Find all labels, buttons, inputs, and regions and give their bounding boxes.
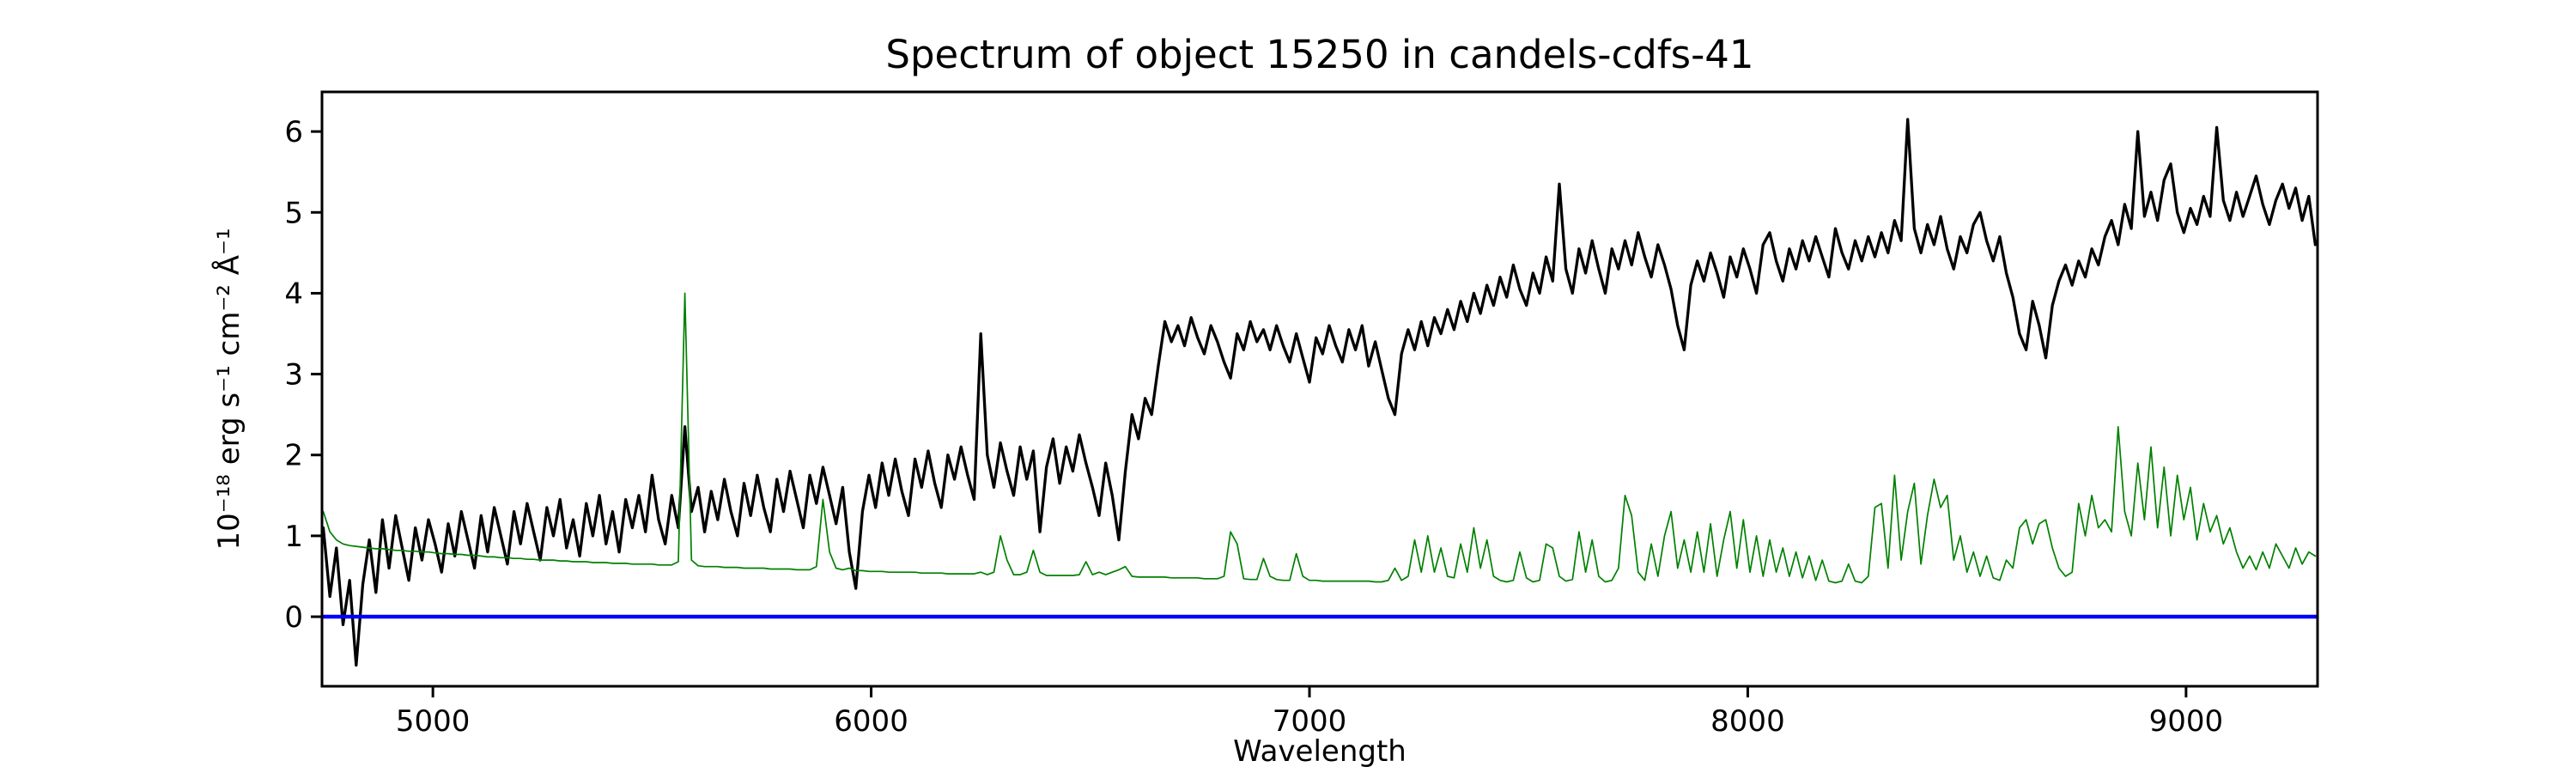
axes-frame [320, 90, 2319, 688]
error-spectrum [322, 292, 2317, 584]
y-tick-label: 4 [284, 277, 303, 311]
y-tick-label: 0 [284, 600, 303, 635]
x-tick-label: 9000 [2149, 704, 2224, 739]
x-tick-label: 7000 [1273, 704, 1347, 739]
y-tick-label: 1 [284, 520, 303, 554]
y-tick-label: 3 [284, 358, 303, 393]
y-tick-label: 5 [284, 196, 303, 230]
x-tick-label: 6000 [834, 704, 908, 739]
axes-layer: 5000 6000 7000 8000 9000 0 1 2 3 4 5 6 [284, 90, 2319, 739]
observed-flux [321, 118, 2318, 667]
y-tick-label: 6 [284, 115, 303, 149]
y-axis-label: 10⁻¹⁸ erg s⁻¹ cm⁻² Å⁻¹ [211, 228, 246, 550]
x-axis-label: Wavelength [1233, 734, 1406, 769]
plot-title: Spectrum of object 15250 in candels-cdfs… [885, 32, 1753, 77]
series-layer [321, 118, 2318, 667]
x-tick-label: 5000 [396, 704, 471, 739]
y-tick-label: 2 [284, 439, 303, 473]
x-tick-label: 8000 [1710, 704, 1785, 739]
